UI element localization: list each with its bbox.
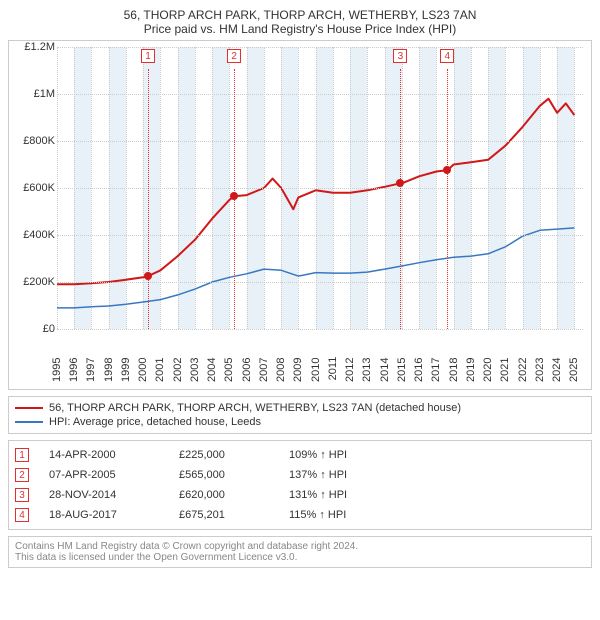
transaction-price: £675,201: [179, 509, 269, 521]
chart-title-block: 56, THORP ARCH PARK, THORP ARCH, WETHERB…: [8, 8, 592, 36]
x-axis-label: 2015: [396, 357, 408, 381]
title-line-2: Price paid vs. HM Land Registry's House …: [8, 22, 592, 36]
x-axis-label: 2004: [206, 357, 218, 381]
x-axis-label: 2011: [327, 357, 339, 381]
legend-item: 56, THORP ARCH PARK, THORP ARCH, WETHERB…: [15, 401, 585, 415]
x-axis-label: 2023: [534, 357, 546, 381]
transaction-date: 18-AUG-2017: [49, 509, 159, 521]
x-axis-label: 2003: [189, 357, 201, 381]
x-axis-label: 2018: [448, 357, 460, 381]
x-axis-label: 1999: [120, 357, 132, 381]
chart-container: 1 2 3 4 £0 £200K £400K £600K £800K £1M £1.2M 1995 1…: [8, 40, 592, 390]
transaction-marker-badge: 4: [440, 49, 454, 63]
x-axis-label: 2025: [568, 357, 580, 381]
legend-label: 56, THORP ARCH PARK, THORP ARCH, WETHERB…: [49, 402, 461, 414]
legend-label: HPI: Average price, detached house, Leed…: [49, 416, 261, 428]
transaction-price: £225,000: [179, 449, 269, 461]
x-axis-label: 1995: [51, 357, 63, 381]
x-axis-label: 1996: [68, 357, 80, 381]
footer-line-1: Contains HM Land Registry data © Crown c…: [15, 541, 585, 552]
x-axis-label: 2012: [344, 357, 356, 381]
title-line-1: 56, THORP ARCH PARK, THORP ARCH, WETHERB…: [8, 8, 592, 22]
x-axis-label: 2014: [379, 357, 391, 381]
y-axis-label: £1M: [11, 88, 55, 100]
x-axis-label: 2020: [482, 357, 494, 381]
x-axis-label: 2007: [258, 357, 270, 381]
x-axis-label: 2000: [137, 357, 149, 381]
footer-attribution: Contains HM Land Registry data © Crown c…: [8, 536, 592, 568]
transaction-marker-line: [400, 69, 401, 329]
transaction-marker-line: [447, 69, 448, 329]
y-gridline: [57, 94, 583, 95]
y-gridline: [57, 282, 583, 283]
y-axis-label: £600K: [11, 182, 55, 194]
x-axis-label: 2005: [223, 357, 235, 381]
x-axis-label: 2008: [275, 357, 287, 381]
y-axis-label: £0: [11, 323, 55, 335]
x-axis-label: 2024: [551, 357, 563, 381]
x-axis-label: 2009: [292, 357, 304, 381]
transaction-hpi: 131% ↑ HPI: [289, 489, 399, 501]
y-axis-label: £800K: [11, 135, 55, 147]
footer-line-2: This data is licensed under the Open Gov…: [15, 552, 585, 563]
y-gridline: [57, 235, 583, 236]
series-hpi: [57, 228, 574, 308]
transaction-row: 1 14-APR-2000 £225,000 109% ↑ HPI: [15, 445, 585, 465]
legend-item: HPI: Average price, detached house, Leed…: [15, 415, 585, 429]
transaction-hpi: 115% ↑ HPI: [289, 509, 399, 521]
y-axis-label: £1.2M: [11, 41, 55, 53]
plot-area: 1 2 3 4: [57, 47, 583, 329]
x-axis-label: 2013: [361, 357, 373, 381]
transaction-index-badge: 4: [15, 508, 29, 522]
x-axis-label: 2006: [241, 357, 253, 381]
transaction-marker-badge: 3: [393, 49, 407, 63]
transaction-date: 07-APR-2005: [49, 469, 159, 481]
transaction-index-badge: 2: [15, 468, 29, 482]
x-axis-label: 1997: [85, 357, 97, 381]
transaction-point: [144, 272, 152, 280]
y-gridline: [57, 329, 583, 330]
legend-swatch: [15, 421, 43, 423]
transaction-marker-badge: 2: [227, 49, 241, 63]
transaction-row: 2 07-APR-2005 £565,000 137% ↑ HPI: [15, 465, 585, 485]
y-axis-label: £400K: [11, 229, 55, 241]
transaction-index-badge: 3: [15, 488, 29, 502]
y-gridline: [57, 47, 583, 48]
transaction-price: £565,000: [179, 469, 269, 481]
x-axis-label: 2019: [465, 357, 477, 381]
y-axis-label: £200K: [11, 276, 55, 288]
x-axis-label: 2021: [499, 357, 511, 381]
transaction-point: [443, 166, 451, 174]
transaction-row: 3 28-NOV-2014 £620,000 131% ↑ HPI: [15, 485, 585, 505]
transaction-hpi: 137% ↑ HPI: [289, 469, 399, 481]
transaction-point: [230, 192, 238, 200]
x-axis-label: 2017: [430, 357, 442, 381]
transaction-date: 28-NOV-2014: [49, 489, 159, 501]
transaction-date: 14-APR-2000: [49, 449, 159, 461]
x-axis-label: 1998: [103, 357, 115, 381]
y-gridline: [57, 188, 583, 189]
x-axis-label: 2016: [413, 357, 425, 381]
transaction-marker-line: [148, 69, 149, 329]
series-property: [57, 99, 574, 285]
transaction-hpi: 109% ↑ HPI: [289, 449, 399, 461]
x-axis-label: 2022: [517, 357, 529, 381]
transaction-row: 4 18-AUG-2017 £675,201 115% ↑ HPI: [15, 505, 585, 525]
transaction-index-badge: 1: [15, 448, 29, 462]
transactions-table: 1 14-APR-2000 £225,000 109% ↑ HPI 2 07-APR-20…: [8, 440, 592, 530]
y-gridline: [57, 141, 583, 142]
transaction-point: [396, 179, 404, 187]
x-axis-label: 2001: [154, 357, 166, 381]
legend-swatch: [15, 407, 43, 409]
transaction-marker-badge: 1: [141, 49, 155, 63]
legend: 56, THORP ARCH PARK, THORP ARCH, WETHERB…: [8, 396, 592, 434]
x-axis-label: 2010: [310, 357, 322, 381]
x-axis-label: 2002: [172, 357, 184, 381]
transaction-price: £620,000: [179, 489, 269, 501]
